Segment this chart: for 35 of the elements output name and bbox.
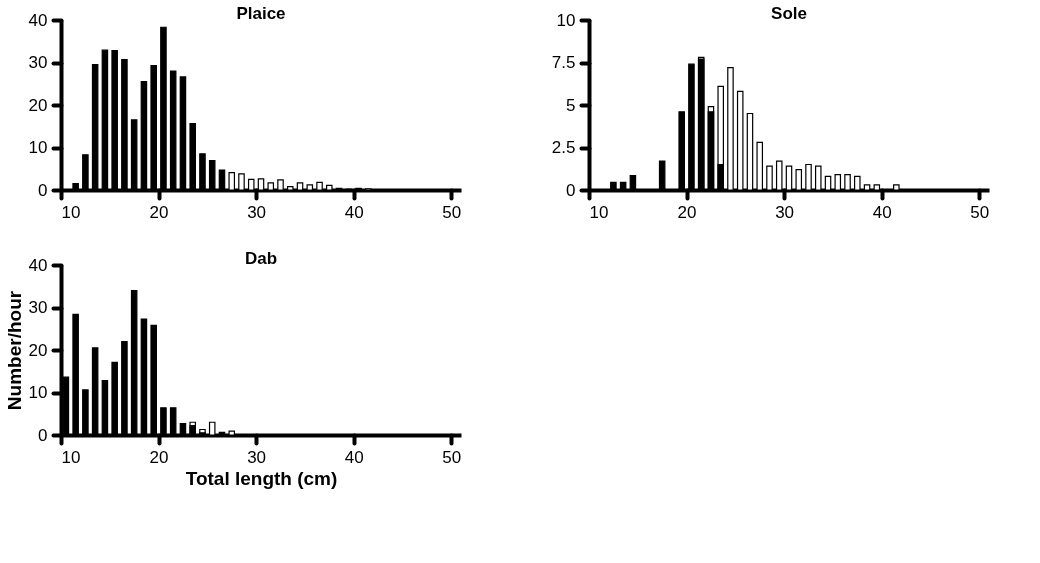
y-tick-label: 7.5 [551, 53, 576, 72]
chart-title: Plaice [236, 4, 286, 23]
x-tick-label: 50 [970, 202, 990, 222]
x-tick-label: 10 [61, 202, 81, 222]
y-tick-label: 2.5 [551, 138, 576, 157]
x-tick-label: 20 [149, 447, 169, 467]
y-tick-label: 40 [28, 255, 48, 275]
y-tick-label: 30 [28, 298, 48, 317]
y-axis-title: Number/hour [3, 290, 25, 411]
y-tick-label: 5 [566, 95, 576, 115]
y-tick-label: 10 [28, 138, 48, 157]
x-axis-title: Total length (cm) [185, 467, 338, 489]
x-tick-label: 30 [775, 202, 795, 222]
x-tick-label: 10 [589, 202, 609, 222]
x-tick-label: 20 [149, 202, 169, 222]
x-tick-label: 30 [247, 447, 267, 467]
y-tick-label: 10 [556, 10, 576, 30]
y-tick-label: 0 [38, 180, 48, 200]
x-tick-label: 40 [872, 202, 892, 222]
y-tick-label: 20 [28, 95, 48, 115]
y-tick-label: 30 [28, 53, 48, 72]
y-tick-label: 40 [28, 10, 48, 30]
x-tick-label: 10 [61, 447, 81, 467]
x-tick-label: 30 [247, 202, 267, 222]
x-tick-label: 20 [677, 202, 697, 222]
x-tick-label: 50 [442, 447, 462, 467]
chart-title: Dab [244, 249, 278, 268]
x-tick-label: 40 [344, 202, 364, 222]
y-tick-label: 10 [28, 383, 48, 402]
x-tick-label: 40 [344, 447, 364, 467]
x-tick-label: 50 [442, 202, 462, 222]
y-tick-label: 0 [38, 425, 48, 445]
chart-title: Sole [771, 4, 807, 23]
y-tick-label: 0 [566, 180, 576, 200]
y-tick-label: 20 [28, 340, 48, 360]
